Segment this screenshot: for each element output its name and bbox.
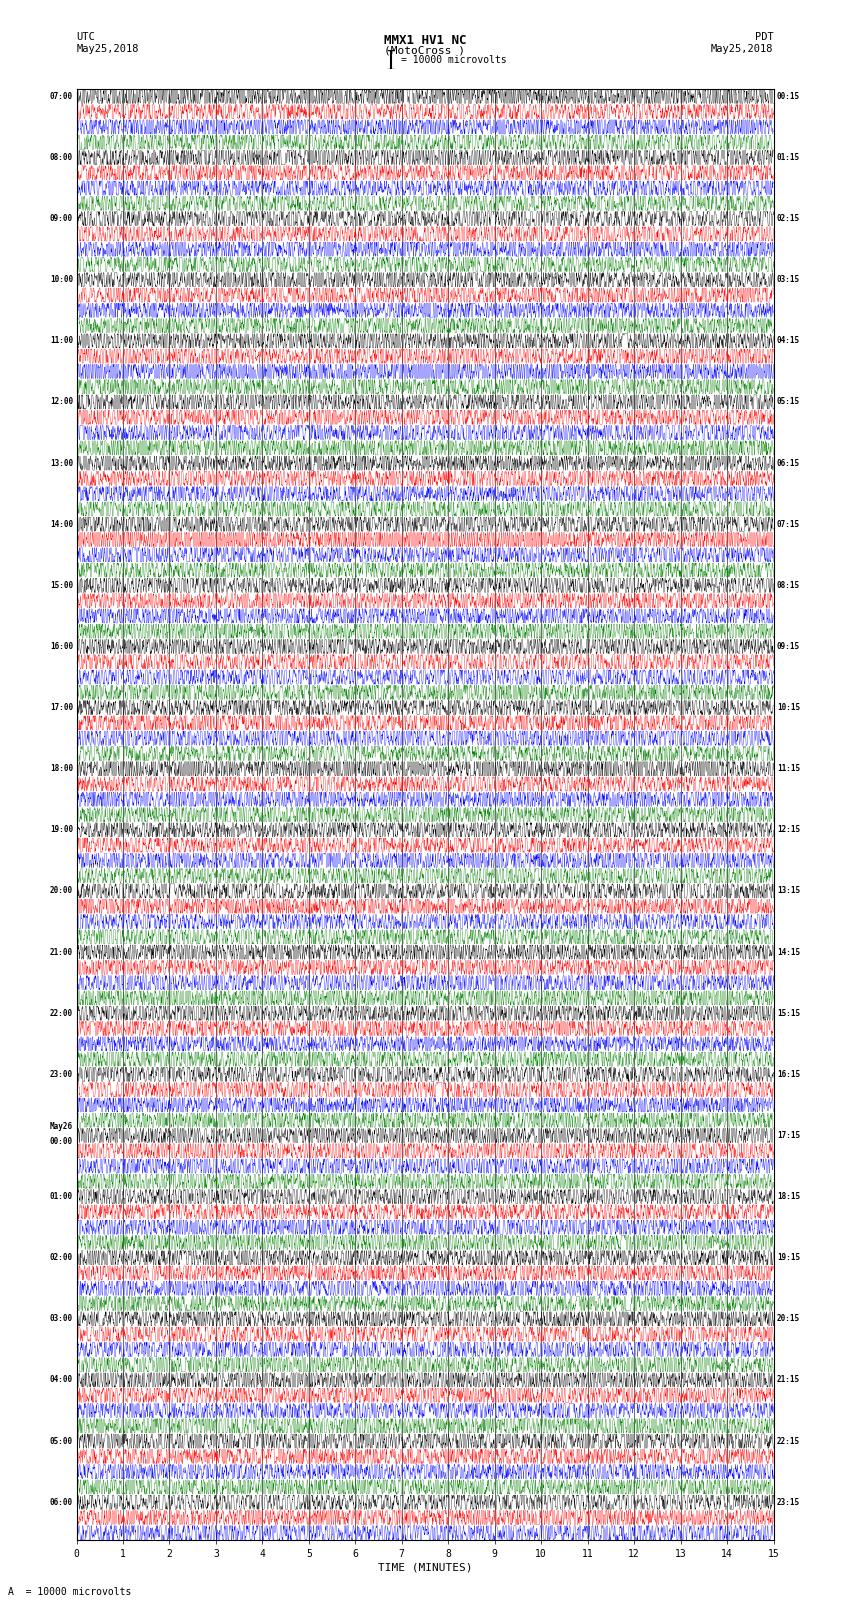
Text: (MotoCross ): (MotoCross ) [384, 45, 466, 55]
Text: 08:15: 08:15 [777, 581, 800, 590]
Text: 22:00: 22:00 [50, 1008, 73, 1018]
Text: 13:15: 13:15 [777, 887, 800, 895]
Text: 17:00: 17:00 [50, 703, 73, 711]
Text: 14:00: 14:00 [50, 519, 73, 529]
Text: 11:15: 11:15 [777, 765, 800, 773]
Text: 02:00: 02:00 [50, 1253, 73, 1263]
Text: 20:15: 20:15 [777, 1315, 800, 1323]
Text: 04:00: 04:00 [50, 1376, 73, 1384]
Text: 01:00: 01:00 [50, 1192, 73, 1202]
Text: 15:00: 15:00 [50, 581, 73, 590]
Text: 19:15: 19:15 [777, 1253, 800, 1263]
Text: 22:15: 22:15 [777, 1437, 800, 1445]
Text: 02:15: 02:15 [777, 215, 800, 223]
Text: 19:00: 19:00 [50, 826, 73, 834]
Text: 01:15: 01:15 [777, 153, 800, 161]
Text: 10:00: 10:00 [50, 276, 73, 284]
Text: PDT: PDT [755, 32, 774, 42]
Text: 05:15: 05:15 [777, 397, 800, 406]
Text: 04:15: 04:15 [777, 337, 800, 345]
Text: 07:00: 07:00 [50, 92, 73, 102]
Text: 17:15: 17:15 [777, 1131, 800, 1140]
Text: 12:15: 12:15 [777, 826, 800, 834]
Text: 16:15: 16:15 [777, 1069, 800, 1079]
Text: May25,2018: May25,2018 [76, 44, 139, 53]
Text: 09:15: 09:15 [777, 642, 800, 652]
Text: 09:00: 09:00 [50, 215, 73, 223]
Text: = 10000 microvolts: = 10000 microvolts [401, 55, 507, 65]
Text: 18:00: 18:00 [50, 765, 73, 773]
Text: 21:00: 21:00 [50, 947, 73, 957]
Text: 03:15: 03:15 [777, 276, 800, 284]
Text: 05:00: 05:00 [50, 1437, 73, 1445]
Text: May26: May26 [50, 1121, 73, 1131]
Text: 21:15: 21:15 [777, 1376, 800, 1384]
Text: 10:15: 10:15 [777, 703, 800, 711]
Text: 00:15: 00:15 [777, 92, 800, 102]
Text: 23:00: 23:00 [50, 1069, 73, 1079]
Text: A  = 10000 microvolts: A = 10000 microvolts [8, 1587, 132, 1597]
Text: UTC: UTC [76, 32, 95, 42]
Text: 11:00: 11:00 [50, 337, 73, 345]
Text: May25,2018: May25,2018 [711, 44, 774, 53]
Text: 16:00: 16:00 [50, 642, 73, 652]
Text: 14:15: 14:15 [777, 947, 800, 957]
Text: 00:00: 00:00 [50, 1137, 73, 1147]
X-axis label: TIME (MINUTES): TIME (MINUTES) [377, 1563, 473, 1573]
Text: 20:00: 20:00 [50, 887, 73, 895]
Text: 06:00: 06:00 [50, 1498, 73, 1507]
Text: 12:00: 12:00 [50, 397, 73, 406]
Text: MMX1 HV1 NC: MMX1 HV1 NC [383, 34, 467, 47]
Text: 03:00: 03:00 [50, 1315, 73, 1323]
Text: 15:15: 15:15 [777, 1008, 800, 1018]
Text: 23:15: 23:15 [777, 1498, 800, 1507]
Text: 06:15: 06:15 [777, 458, 800, 468]
Text: 18:15: 18:15 [777, 1192, 800, 1202]
Text: 07:15: 07:15 [777, 519, 800, 529]
Text: 13:00: 13:00 [50, 458, 73, 468]
Text: 08:00: 08:00 [50, 153, 73, 161]
